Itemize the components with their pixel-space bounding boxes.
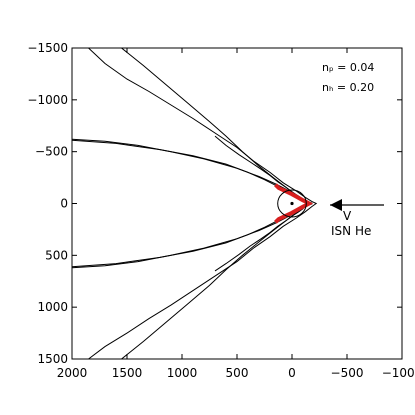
series-layer [71, 47, 318, 360]
isn-he-label: ISN He [331, 224, 371, 238]
labels-layer: 2000150010005000−500−1000−1500−1000−5000… [27, 41, 415, 380]
x-tick-label: 0 [288, 366, 296, 380]
plot-frame [71, 47, 403, 360]
annotations: nₚ = 0.04 nₕ = 0.20 V ISN He [322, 61, 384, 238]
series-line-3 [88, 47, 318, 360]
sun-circle [277, 189, 307, 218]
nh-annotation: nₕ = 0.20 [322, 81, 374, 94]
sun-dot [290, 201, 294, 206]
x-tick-label: 1500 [112, 366, 143, 380]
y-tick-label: −500 [35, 145, 68, 159]
velocity-arrow-head [330, 199, 342, 211]
y-tick-label: −1500 [27, 41, 68, 55]
y-tick-label: 1500 [37, 352, 68, 366]
x-tick-label: 1000 [167, 366, 198, 380]
series-line-4 [121, 47, 309, 360]
series-line-2 [71, 139, 311, 268]
x-tick-label: −1000 [382, 366, 415, 380]
x-tick-label: 2000 [57, 366, 88, 380]
y-tick-label: 1000 [37, 300, 68, 314]
x-tick-label: 500 [226, 366, 249, 380]
y-tick-label: 0 [60, 197, 68, 211]
series-line-5 [214, 135, 310, 272]
np-annotation: nₚ = 0.04 [322, 61, 374, 74]
y-tick-label: 500 [45, 248, 68, 262]
x-tick-label: −500 [331, 366, 364, 380]
velocity-label: V [343, 209, 352, 223]
y-tick-label: −1000 [27, 93, 68, 107]
highlight-series-line [274, 183, 314, 224]
ticks-layer [71, 47, 403, 360]
series-line-1 [71, 138, 313, 269]
